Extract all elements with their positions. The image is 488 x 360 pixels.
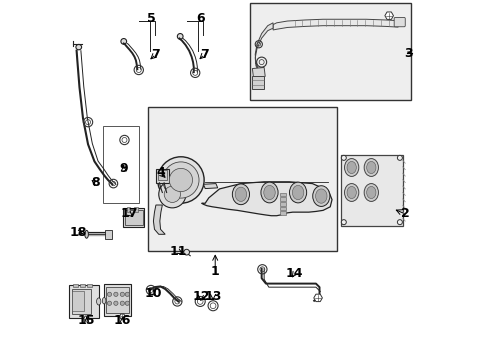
Text: 5: 5 xyxy=(146,12,155,25)
Text: 7: 7 xyxy=(151,48,160,61)
Circle shape xyxy=(397,220,402,225)
Bar xyxy=(158,170,167,180)
Text: 14: 14 xyxy=(285,267,303,280)
Text: 18: 18 xyxy=(70,226,87,239)
Ellipse shape xyxy=(346,161,356,174)
Ellipse shape xyxy=(76,44,81,50)
Ellipse shape xyxy=(102,297,106,304)
Ellipse shape xyxy=(346,186,356,199)
Bar xyxy=(124,210,142,225)
Bar xyxy=(280,197,285,201)
Circle shape xyxy=(397,156,402,160)
Text: 2: 2 xyxy=(400,207,409,220)
Ellipse shape xyxy=(289,182,306,203)
Circle shape xyxy=(169,168,192,192)
Ellipse shape xyxy=(235,187,246,202)
Polygon shape xyxy=(119,314,125,319)
Bar xyxy=(87,284,92,287)
Circle shape xyxy=(120,301,124,305)
Bar xyxy=(73,284,78,287)
Text: 8: 8 xyxy=(91,176,99,189)
Polygon shape xyxy=(255,23,272,72)
Text: 17: 17 xyxy=(121,207,138,220)
Ellipse shape xyxy=(292,185,303,200)
Bar xyxy=(103,126,139,203)
Polygon shape xyxy=(313,294,322,302)
Text: 16: 16 xyxy=(113,314,131,327)
Polygon shape xyxy=(272,19,397,30)
Ellipse shape xyxy=(312,186,329,206)
Ellipse shape xyxy=(364,158,378,176)
Circle shape xyxy=(114,301,118,305)
Ellipse shape xyxy=(364,184,378,202)
Text: 9: 9 xyxy=(119,162,128,175)
Circle shape xyxy=(157,157,203,203)
Bar xyxy=(72,291,83,311)
Text: 11: 11 xyxy=(169,245,187,258)
Bar xyxy=(148,107,337,251)
Ellipse shape xyxy=(232,184,249,204)
Bar xyxy=(249,3,410,100)
Bar xyxy=(280,211,285,215)
Bar xyxy=(123,207,144,227)
Polygon shape xyxy=(252,67,264,77)
Ellipse shape xyxy=(344,158,358,176)
Ellipse shape xyxy=(183,249,189,255)
Circle shape xyxy=(107,301,111,305)
Bar xyxy=(280,202,285,206)
Circle shape xyxy=(107,292,111,296)
Bar xyxy=(134,207,138,212)
Bar xyxy=(71,289,91,314)
Bar xyxy=(156,169,169,183)
Polygon shape xyxy=(153,205,165,234)
Bar xyxy=(104,284,131,316)
Ellipse shape xyxy=(315,189,326,203)
Ellipse shape xyxy=(121,39,126,44)
Ellipse shape xyxy=(177,33,183,39)
Polygon shape xyxy=(201,182,331,216)
Circle shape xyxy=(125,301,129,305)
Text: 13: 13 xyxy=(204,289,221,303)
Bar xyxy=(69,285,99,318)
Ellipse shape xyxy=(366,186,375,199)
Text: 4: 4 xyxy=(156,166,164,179)
Text: 3: 3 xyxy=(404,47,412,60)
Ellipse shape xyxy=(366,161,375,174)
Polygon shape xyxy=(384,12,393,19)
Circle shape xyxy=(125,292,129,296)
Bar xyxy=(280,207,285,210)
Polygon shape xyxy=(251,76,264,89)
Text: 10: 10 xyxy=(144,287,162,300)
Bar xyxy=(80,284,85,287)
Ellipse shape xyxy=(263,185,275,200)
Polygon shape xyxy=(203,184,217,189)
Ellipse shape xyxy=(261,182,278,203)
Text: 6: 6 xyxy=(196,12,205,25)
Text: 7: 7 xyxy=(200,48,208,61)
Ellipse shape xyxy=(84,230,88,238)
Circle shape xyxy=(341,220,346,225)
Text: 1: 1 xyxy=(210,265,219,278)
Ellipse shape xyxy=(344,184,358,202)
Polygon shape xyxy=(83,316,89,321)
Text: 15: 15 xyxy=(78,314,95,327)
FancyBboxPatch shape xyxy=(393,18,405,27)
Circle shape xyxy=(341,156,346,160)
Text: 12: 12 xyxy=(192,289,209,303)
Ellipse shape xyxy=(97,298,101,305)
Circle shape xyxy=(164,186,180,202)
Bar xyxy=(126,207,130,212)
Circle shape xyxy=(159,181,185,208)
Bar xyxy=(105,230,112,239)
Bar xyxy=(340,155,403,226)
Bar xyxy=(106,287,129,313)
Circle shape xyxy=(163,162,199,198)
Circle shape xyxy=(120,292,124,296)
Circle shape xyxy=(114,292,118,296)
Bar xyxy=(280,193,285,196)
